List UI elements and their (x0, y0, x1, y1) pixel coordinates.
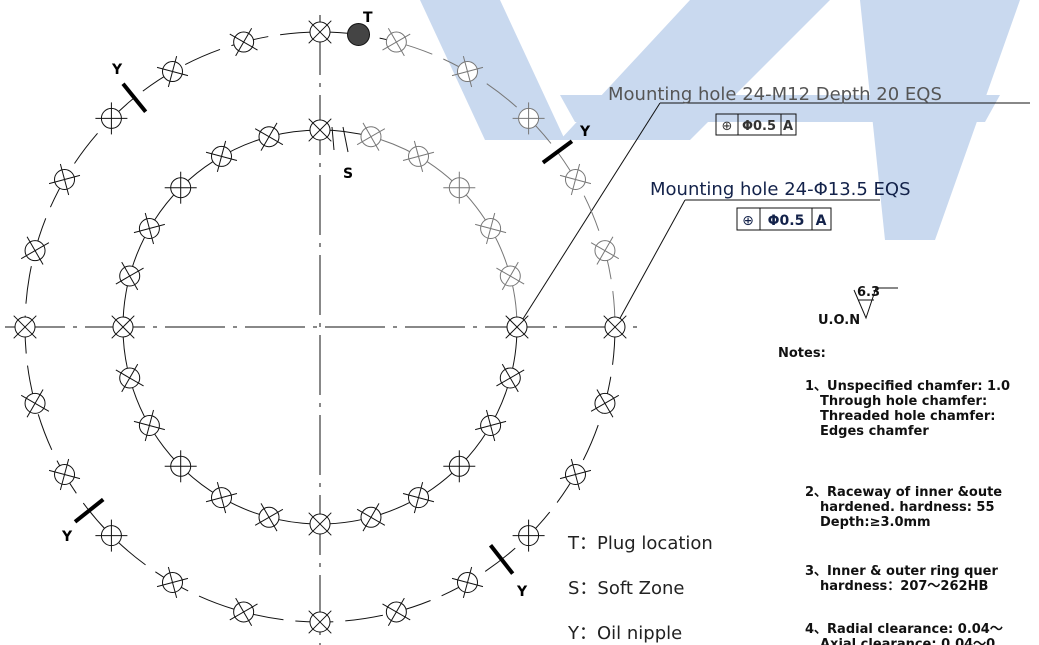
tol-symbol: ⊕ (722, 119, 733, 134)
hole-cross (356, 128, 386, 146)
note-line: hardened. hardness: 55 (820, 500, 995, 515)
soft-label: S (343, 166, 353, 182)
legend-item: T：Plug location (567, 533, 713, 554)
plug (347, 23, 371, 47)
tolerance-frame (715, 113, 797, 136)
hole-cross (402, 151, 435, 162)
hole-cross (387, 597, 405, 627)
hole-cross (121, 261, 139, 291)
oil-nipple (488, 544, 515, 575)
hole-cross (596, 389, 614, 418)
callout: Mounting hole 24-Φ13.5 EQS (650, 179, 911, 200)
hole-cross (167, 55, 178, 88)
hole-cross (144, 212, 155, 245)
plug-label: T (363, 10, 373, 26)
hole-cross (48, 469, 81, 480)
hole-cross (205, 492, 238, 503)
note-line: 4、Radial clearance: 0.04～ (805, 622, 1003, 637)
hole-cross (590, 242, 620, 260)
hole-cross (308, 512, 332, 536)
callout: Mounting hole 24-M12 Depth 20 EQS (608, 84, 942, 105)
nipple-label: Y (61, 529, 73, 545)
hole-cross (13, 315, 37, 339)
inner-circle-soft (370, 136, 518, 328)
note-line: 1、Unspecified chamfer: 1.0 (805, 379, 1010, 394)
hole-cross (308, 20, 332, 44)
hole-cross (216, 140, 227, 172)
hole-cross (570, 458, 581, 491)
hole-cross (496, 267, 525, 285)
hole-cross (559, 174, 592, 185)
roughness-symbol (853, 287, 898, 320)
tol-datum: A (783, 119, 793, 134)
hole-cross (308, 610, 332, 634)
note-line: Axial clearance: 0.04～0 (820, 637, 995, 645)
oil-nipple (541, 139, 574, 165)
hole-cross (59, 163, 70, 196)
hole-cross (26, 236, 44, 265)
hole-cross (462, 566, 473, 599)
leader (520, 102, 661, 323)
oil-nipple (73, 497, 105, 524)
hole-cross (362, 503, 380, 532)
hole-cross (115, 369, 144, 387)
tol-value: Φ0.5 (768, 213, 805, 229)
note-line: Threaded hole chamfer: (820, 409, 995, 424)
nipple-label: Y (579, 124, 591, 140)
soft-zone-mark (342, 126, 349, 153)
nipple-label: Y (516, 584, 528, 600)
note-line: 2、Raceway of inner &oute (805, 485, 1002, 500)
tol-datum: A (816, 213, 827, 229)
notes-title: Notes: (778, 346, 826, 361)
watermark (420, 0, 1020, 240)
tolerance-frame (736, 207, 832, 231)
outer-circle-soft (396, 41, 616, 328)
tol-symbol: ⊕ (742, 213, 754, 229)
hole-cross (451, 66, 484, 77)
note-line: Depth:≥3.0mm (820, 515, 931, 530)
note-line: hardness：207～262HB (820, 579, 988, 594)
legend-item: Y：Oil nipple (567, 623, 682, 644)
hole-cross (235, 27, 253, 57)
oil-nipple (121, 82, 148, 113)
hole-cross (111, 315, 135, 339)
hole-cross (229, 603, 258, 621)
hole-cross (156, 577, 189, 588)
hole-cross (133, 420, 165, 431)
hole-cross (382, 33, 411, 51)
nipple-label: Y (111, 62, 123, 78)
note-line: Through hole chamfer: (820, 394, 987, 409)
hole-cross (485, 409, 496, 442)
hole-cross (501, 363, 519, 393)
uon: U.O.N (818, 313, 860, 328)
hole-cross (308, 118, 332, 142)
hole-cross (475, 223, 507, 234)
hole-cross (413, 482, 424, 514)
note-line: Edges chamfer (820, 424, 929, 439)
roughness-value: 6.3 (857, 285, 880, 300)
geometry (5, 15, 1030, 645)
hole-cross (20, 394, 50, 412)
hole-cross (260, 122, 278, 151)
tol-value: Φ0.5 (742, 119, 776, 134)
legend-item: S：Soft Zone (568, 578, 685, 599)
note-line: 3、Inner & outer ring quer (805, 564, 998, 579)
hole-cross (254, 508, 284, 526)
hole-cross (505, 315, 529, 339)
leader (618, 199, 686, 321)
hole-cross (603, 315, 627, 339)
